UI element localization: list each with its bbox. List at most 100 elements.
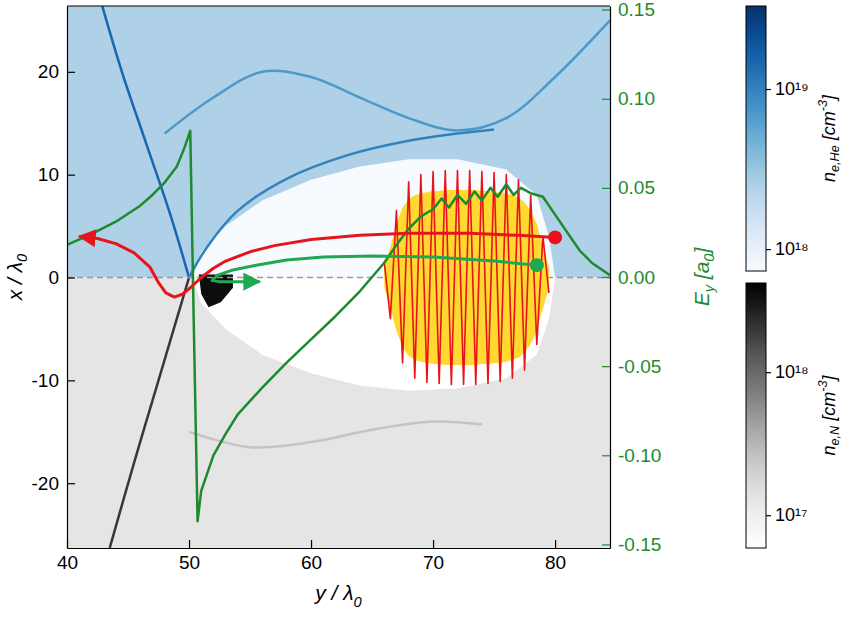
title-part: y / λ	[313, 581, 353, 604]
tick-mark	[766, 249, 771, 250]
tick-mark	[602, 277, 610, 278]
tick-label: 10	[38, 164, 59, 185]
tick-label: 0	[48, 267, 59, 288]
x-axis: 40 50 60 70 80	[57, 540, 611, 573]
tick-mark	[602, 544, 610, 545]
colorbar	[746, 6, 766, 271]
density-structure	[165, 20, 610, 133]
title-part: [cm	[819, 392, 839, 426]
colorbar-axis: 10¹⁸ 10¹⁹	[766, 7, 809, 272]
tick-label: -20	[32, 473, 59, 494]
tick-label: -0.05	[618, 356, 661, 377]
tick-mark	[67, 483, 75, 484]
tick-label: 0.00	[618, 267, 655, 288]
tick: 0	[48, 267, 75, 288]
y2-axis-title: Ey [a0]	[690, 246, 717, 306]
field-profile	[67, 131, 610, 521]
title-part: 0	[14, 253, 30, 262]
title-part: 0	[354, 594, 363, 610]
tick: 0.15	[602, 0, 655, 20]
title-part: n	[819, 445, 839, 455]
tick-mark	[766, 89, 771, 90]
tick: 0.10	[602, 88, 655, 109]
title-part: x / λ	[3, 262, 26, 301]
tick: -0.10	[602, 445, 661, 466]
tick-mark	[555, 540, 556, 548]
tick: 20	[38, 61, 75, 82]
title-part: e,He	[828, 145, 842, 172]
tick: 60	[301, 540, 322, 573]
tick: -10	[32, 370, 75, 391]
density-structure	[189, 421, 482, 447]
axis-line	[68, 548, 611, 549]
colorbar-axis: 10¹⁷ 10¹⁸	[766, 284, 809, 549]
density-structure	[98, 6, 190, 278]
density-structure	[110, 278, 189, 548]
plot-area	[67, 6, 610, 548]
tick: 10¹⁸	[766, 239, 809, 259]
tick-mark	[602, 99, 610, 100]
tick-mark	[67, 72, 75, 73]
tick-mark	[602, 455, 610, 456]
tick-mark	[602, 9, 610, 10]
y2-axis: -0.15 -0.10 -0.05 0.00 0.05 0.10 0.15	[602, 0, 661, 555]
tick-mark	[311, 540, 312, 548]
tick: -0.05	[602, 356, 661, 377]
tick-label: 80	[545, 552, 566, 573]
tick-mark	[766, 372, 771, 373]
tick: 70	[423, 540, 444, 573]
tick-label: -0.15	[618, 534, 661, 555]
tick: -20	[32, 473, 75, 494]
title-part: -3	[817, 381, 831, 392]
title-part: ]	[819, 375, 839, 383]
title-part: E	[690, 291, 713, 306]
chart: 40 50 60 70 80 -20 -10 0 10 20 -0.15 -0.10 -0.05 0.00…	[0, 0, 848, 623]
tick-mark	[766, 515, 771, 516]
colorbar-title: ne,He [cm-3]	[817, 94, 843, 182]
tick: 80	[545, 540, 566, 573]
axis-line	[610, 7, 611, 549]
tick-label: 70	[423, 552, 444, 573]
title-part: [a	[690, 262, 713, 285]
title-part: n	[819, 172, 839, 182]
tick-label: -10	[32, 370, 59, 391]
axis-line	[766, 284, 767, 549]
title-part: e,N	[828, 425, 842, 446]
tick-label: 0.10	[618, 88, 655, 109]
tick-mark	[67, 380, 75, 381]
tick-label: 10¹⁹	[775, 79, 809, 99]
tick: 0.05	[602, 177, 655, 198]
tick-label: 10¹⁸	[775, 239, 809, 259]
tick-label: -0.10	[618, 445, 661, 466]
tick-mark	[67, 175, 75, 176]
tick-mark	[189, 540, 190, 548]
tick-label: 20	[38, 61, 59, 82]
tick: 10¹⁹	[766, 79, 809, 99]
tick-mark	[433, 540, 434, 548]
tick: 0.00	[602, 267, 655, 288]
x-axis-title: y / λ0	[313, 581, 362, 610]
tick-label: 0.05	[618, 177, 655, 198]
colorbar-title: ne,N [cm-3]	[817, 375, 843, 456]
tick: 50	[179, 540, 200, 573]
tick-label: 50	[179, 552, 200, 573]
tick-label: 0.15	[618, 0, 655, 20]
tick-mark	[67, 277, 75, 278]
title-part: -3	[817, 100, 831, 111]
frame-top	[67, 5, 610, 6]
tick-label: 10¹⁷	[775, 505, 808, 525]
trajectory	[212, 256, 537, 282]
tick: 10	[38, 164, 75, 185]
tick-mark	[602, 366, 610, 367]
tick-mark	[602, 188, 610, 189]
trajectory	[79, 233, 555, 297]
tick: 10¹⁸	[766, 362, 809, 382]
tick: -0.15	[602, 534, 661, 555]
y-axis: -20 -10 0 10 20	[32, 7, 75, 549]
colorbar	[746, 283, 766, 548]
start-point	[530, 258, 544, 272]
tick-label: 40	[57, 552, 78, 573]
title-part: [cm	[819, 111, 839, 145]
y-axis-title: x / λ0	[3, 253, 30, 301]
tick-label: 10¹⁸	[775, 362, 809, 382]
